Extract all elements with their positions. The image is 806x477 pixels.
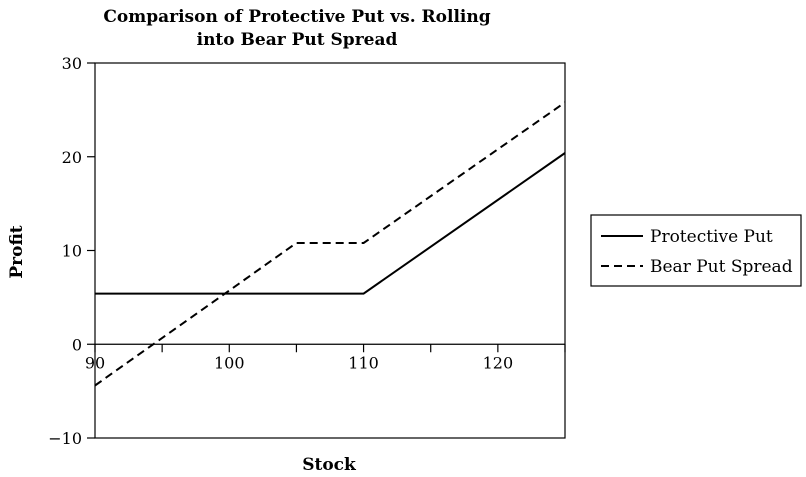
legend-label-bear-put-spread: Bear Put Spread bbox=[650, 257, 793, 277]
x-tick-label: 90 bbox=[85, 353, 105, 372]
y-tick-label: −10 bbox=[48, 429, 82, 448]
x-tick-label: 110 bbox=[348, 353, 379, 372]
plot-frame bbox=[94, 62, 566, 439]
y-tick-label: 10 bbox=[62, 242, 82, 261]
y-axis-label: Profit bbox=[7, 225, 27, 278]
y-tick-label: 0 bbox=[72, 335, 82, 354]
y-tick-label: 30 bbox=[62, 54, 82, 73]
y-tick-label: 20 bbox=[62, 148, 82, 167]
series-line-protective-put bbox=[95, 152, 566, 295]
series-line-bear-put-spread bbox=[94, 101, 566, 387]
tick-labels: 90 100 110 120 −10 0 10 20 30 bbox=[48, 54, 513, 448]
ticks bbox=[87, 62, 566, 439]
x-tick-label: 100 bbox=[214, 353, 245, 372]
chart-title-line2: into Bear Put Spread bbox=[197, 30, 398, 50]
legend: Protective Put Bear Put Spread bbox=[590, 214, 802, 287]
legend-label-protective-put: Protective Put bbox=[650, 227, 773, 247]
legend-box bbox=[590, 214, 802, 287]
x-tick-label: 120 bbox=[483, 353, 514, 372]
chart-title-line1: Comparison of Protective Put vs. Rolling bbox=[103, 7, 490, 27]
series-lines bbox=[94, 101, 566, 387]
x-axis-label: Stock bbox=[302, 455, 357, 475]
